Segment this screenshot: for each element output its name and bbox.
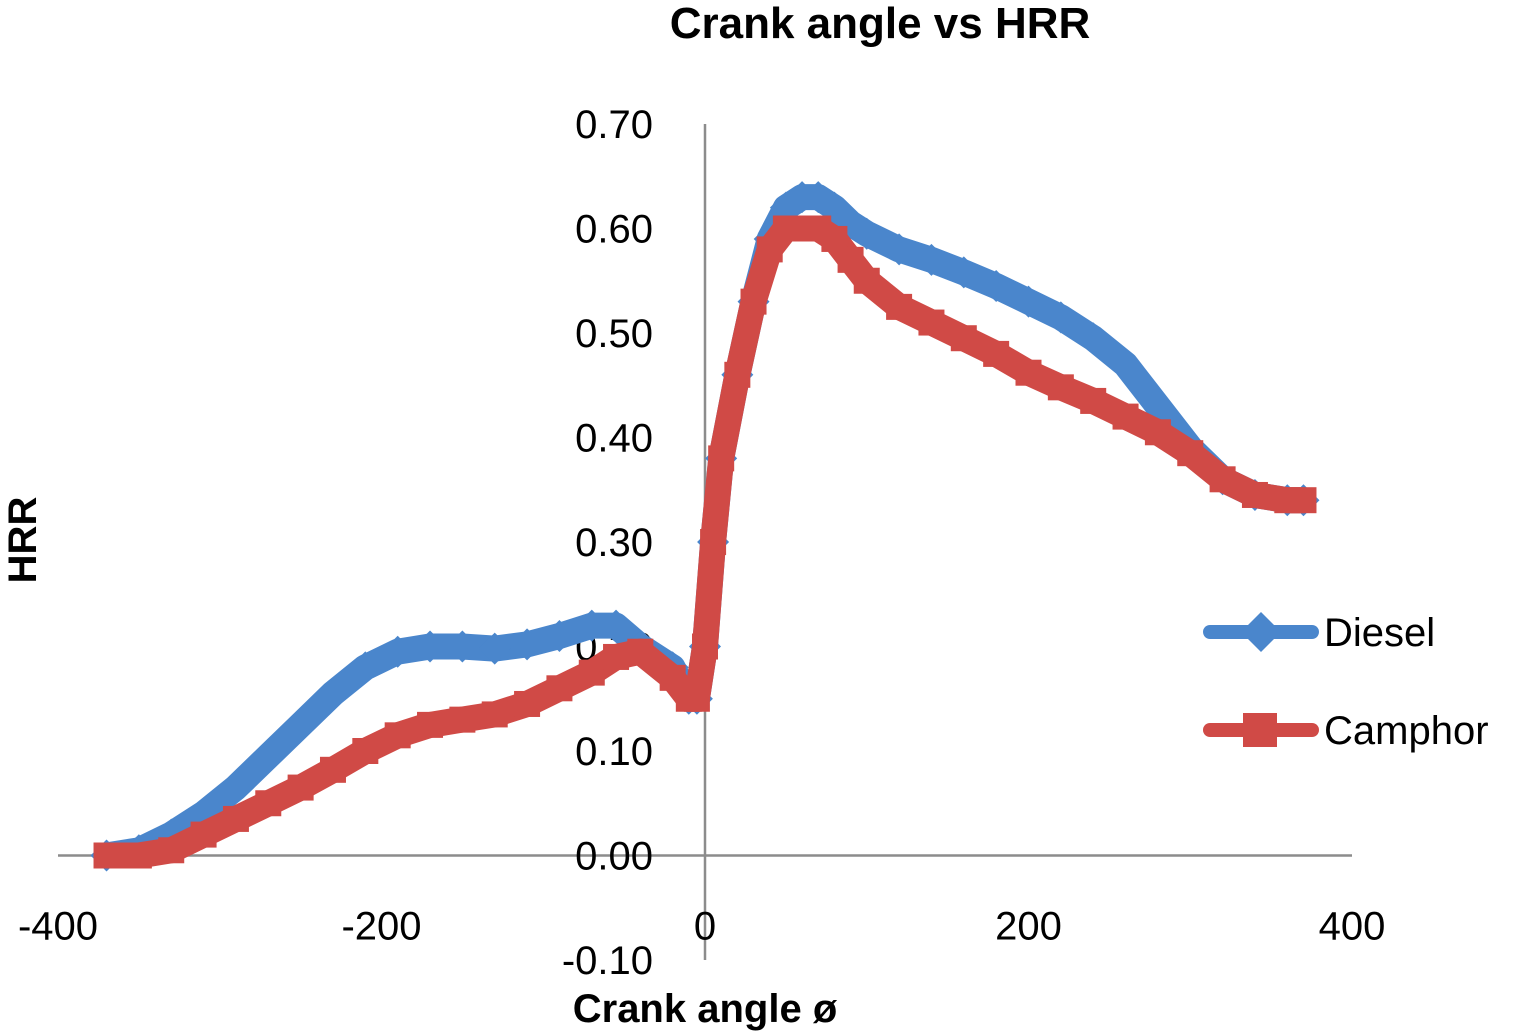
data-point <box>1144 419 1171 446</box>
data-point <box>1112 403 1139 430</box>
data-point <box>511 628 544 661</box>
x-tick-label: 400 <box>1319 905 1386 949</box>
data-point <box>1077 322 1110 355</box>
y-tick-label: 0.70 <box>575 103 653 147</box>
y-axis-title: HRR <box>1 497 45 584</box>
legend-entry-diesel: Diesel <box>1203 611 1435 655</box>
data-point <box>478 632 511 665</box>
data-point <box>252 740 285 773</box>
data-point <box>578 659 605 686</box>
data-point <box>603 643 630 670</box>
data-point <box>1044 301 1077 334</box>
legend-marker <box>1243 713 1277 747</box>
data-point <box>284 708 317 741</box>
data-point <box>319 756 346 783</box>
data-point <box>786 181 819 214</box>
x-tick-label: 200 <box>995 905 1062 949</box>
data-point <box>381 635 414 668</box>
data-point <box>692 633 718 660</box>
data-point <box>158 837 185 864</box>
legend: Diesel Camphor <box>1203 611 1489 753</box>
data-point <box>700 529 727 555</box>
data-point <box>417 711 444 738</box>
y-tick-label: 0.60 <box>575 208 653 252</box>
data-point <box>255 790 282 817</box>
data-point <box>883 233 916 266</box>
data-point <box>1012 285 1045 318</box>
data-point <box>947 256 980 289</box>
x-tick-label: -200 <box>341 905 421 949</box>
x-tick-label: 0 <box>694 905 716 949</box>
data-point <box>1080 387 1107 414</box>
data-point <box>708 445 735 472</box>
data-point <box>543 620 576 653</box>
data-point <box>915 243 948 276</box>
data-point <box>546 675 573 702</box>
data-point <box>449 706 476 733</box>
legend-entry-camphor: Camphor <box>1203 709 1489 753</box>
data-point <box>1290 487 1317 514</box>
data-point <box>724 361 751 388</box>
tick-labels: -400-2000200400-0.100.000.100.200.300.40… <box>18 103 1385 983</box>
data-point <box>514 690 541 717</box>
data-point <box>575 609 608 642</box>
data-point <box>190 821 217 848</box>
chart-title: Crank angle vs HRR <box>670 0 1091 48</box>
data-point <box>1015 359 1042 386</box>
y-tick-label: 0.50 <box>575 312 653 356</box>
data-point <box>446 630 479 663</box>
data-point <box>983 340 1010 367</box>
x-axis-title: Crank angle ø <box>573 987 838 1031</box>
data-point <box>850 217 883 250</box>
data-point <box>1109 348 1142 381</box>
data-point <box>316 677 349 710</box>
legend-label: Diesel <box>1324 611 1435 655</box>
y-tick-label: -0.10 <box>562 939 653 983</box>
data-point <box>125 842 152 869</box>
x-tick-label: -400 <box>18 905 98 949</box>
data-point <box>886 293 913 320</box>
data-point <box>980 269 1013 302</box>
series-layer <box>90 181 1320 872</box>
data-point <box>1241 481 1268 508</box>
legend-marker <box>1241 612 1281 652</box>
data-point <box>853 267 880 294</box>
data-point <box>740 288 767 315</box>
data-point <box>600 609 633 642</box>
legend-label: Camphor <box>1324 709 1489 753</box>
y-tick-label: 0.10 <box>575 730 653 774</box>
data-point <box>414 630 447 663</box>
data-point <box>222 805 249 832</box>
data-point <box>918 309 945 336</box>
data-point <box>950 325 977 352</box>
data-point <box>384 722 411 749</box>
y-tick-label: 0.30 <box>575 521 653 565</box>
data-point <box>219 771 252 804</box>
data-point <box>683 685 710 712</box>
data-point <box>1047 374 1074 401</box>
data-point <box>1177 440 1204 467</box>
y-tick-label: 0.40 <box>575 417 653 461</box>
data-point <box>93 842 120 869</box>
data-point <box>349 651 382 684</box>
series-camphor <box>93 215 1317 869</box>
data-point <box>481 701 508 728</box>
data-point <box>627 638 654 665</box>
data-point <box>1209 466 1236 493</box>
data-point <box>287 774 314 801</box>
y-tick-label: 0.00 <box>575 835 653 879</box>
data-point <box>352 738 379 764</box>
